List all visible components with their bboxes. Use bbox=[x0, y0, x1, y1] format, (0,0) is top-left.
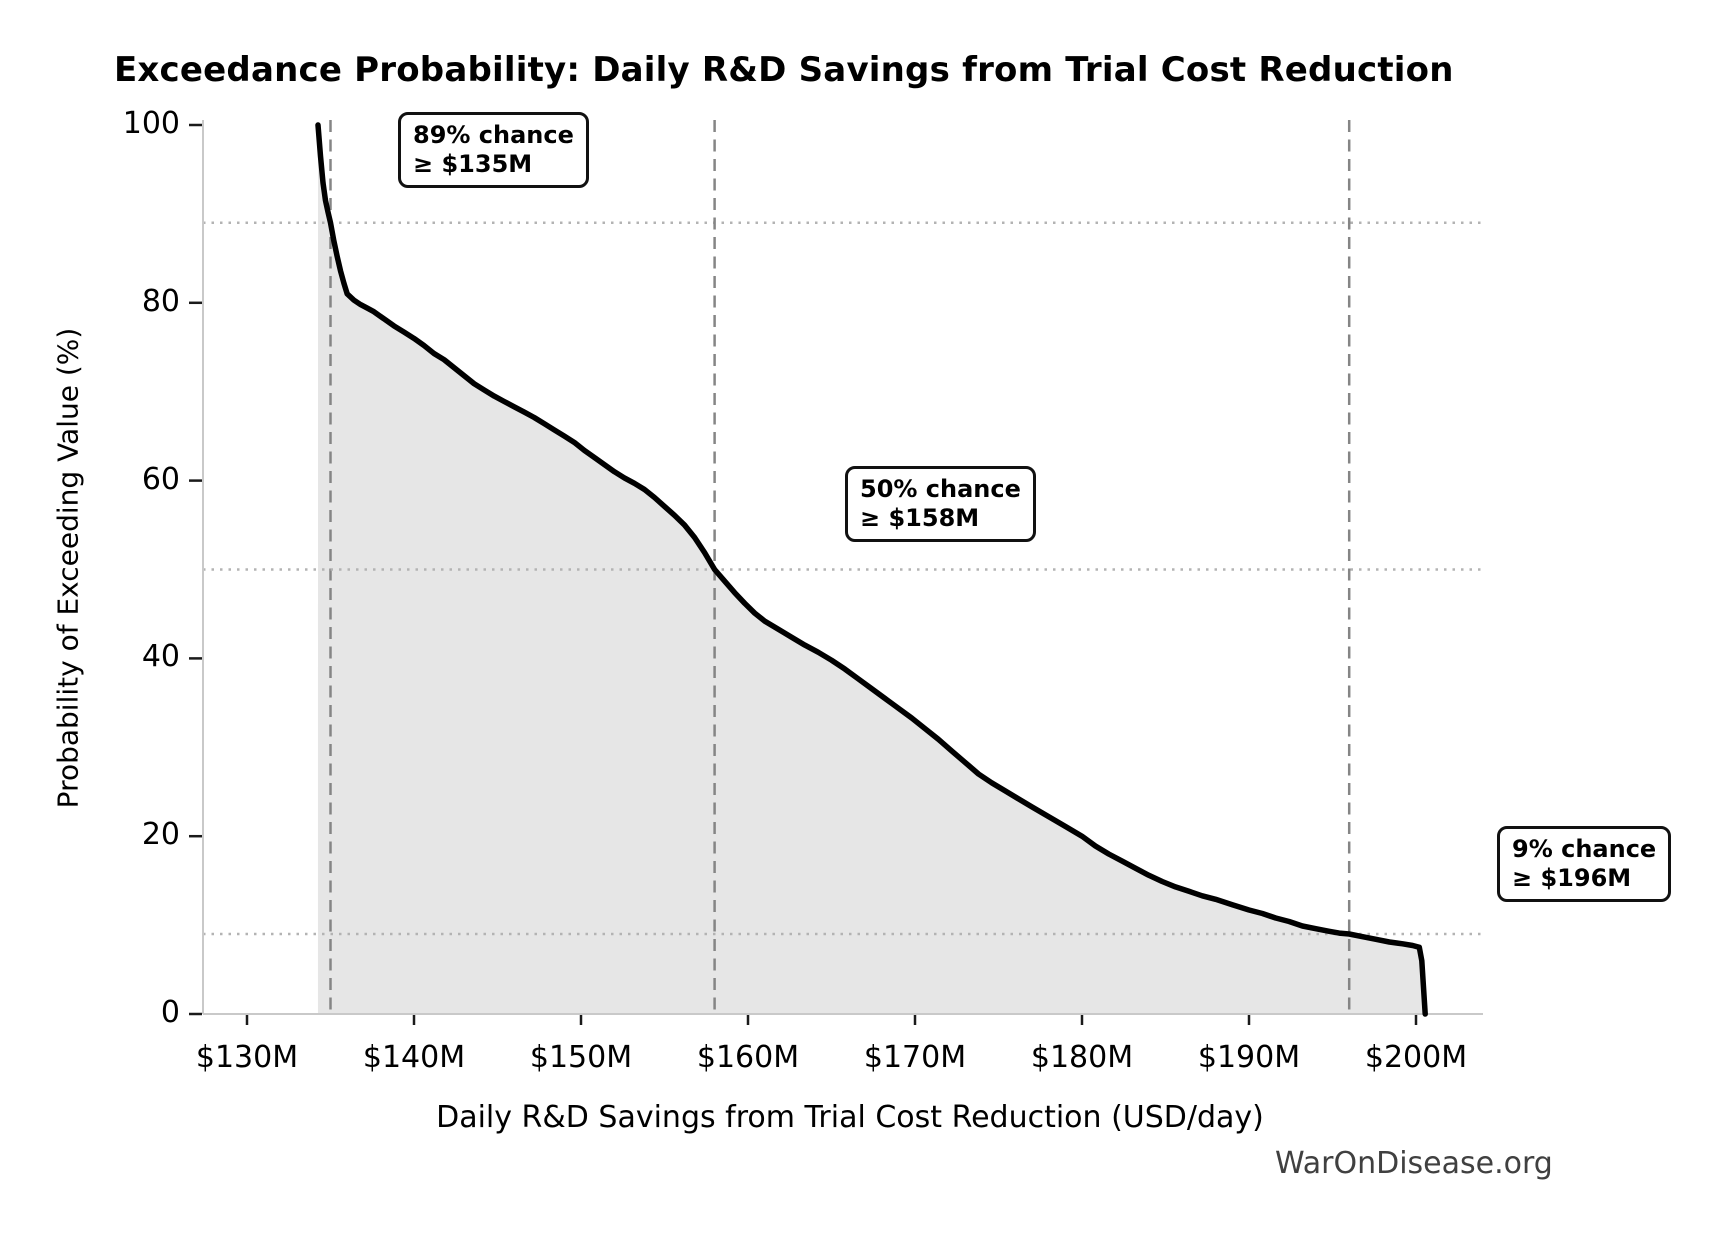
y-tick-label: 80 bbox=[141, 283, 180, 319]
y-tick-label: 0 bbox=[160, 995, 180, 1031]
y-tick-label: 60 bbox=[141, 461, 180, 497]
annotation-89pct-line1: 89% chance bbox=[413, 121, 574, 149]
x-tick-label: $190M bbox=[1197, 1040, 1301, 1075]
y-tick-label: 20 bbox=[141, 817, 180, 853]
x-tick-label: $150M bbox=[529, 1040, 633, 1075]
x-tick-label: $170M bbox=[863, 1040, 967, 1075]
x-axis-label: Daily R&D Savings from Trial Cost Reduct… bbox=[436, 1100, 1264, 1135]
annotation-box-50pct: 50% chance ≥ $158M bbox=[845, 466, 1036, 542]
x-tick-label: $200M bbox=[1364, 1040, 1468, 1075]
annotation-89pct-line2: ≥ $135M bbox=[413, 149, 533, 178]
x-tick-label: $180M bbox=[1030, 1040, 1134, 1075]
annotation-50pct-line1: 50% chance bbox=[860, 475, 1021, 503]
annotation-9pct-line1: 9% chance bbox=[1512, 835, 1657, 863]
annotation-50pct-line2: ≥ $158M bbox=[860, 503, 980, 532]
chart-title: Exceedance Probability: Daily R&D Saving… bbox=[114, 50, 1454, 90]
annotation-box-89pct: 89% chance ≥ $135M bbox=[398, 112, 589, 188]
y-tick-label: 100 bbox=[122, 106, 180, 142]
x-tick-label: $130M bbox=[195, 1040, 299, 1075]
annotation-box-9pct: 9% chance ≥ $196M bbox=[1497, 826, 1672, 902]
y-tick-label: 40 bbox=[141, 639, 180, 675]
annotation-9pct-line2: ≥ $196M bbox=[1512, 863, 1632, 892]
area-fill bbox=[317, 125, 1426, 1014]
exceedance-curve bbox=[315, 122, 1428, 1017]
x-tick-label: $160M bbox=[696, 1040, 800, 1075]
x-tick-label: $140M bbox=[362, 1040, 466, 1075]
watermark: WarOnDisease.org bbox=[1275, 1146, 1553, 1181]
